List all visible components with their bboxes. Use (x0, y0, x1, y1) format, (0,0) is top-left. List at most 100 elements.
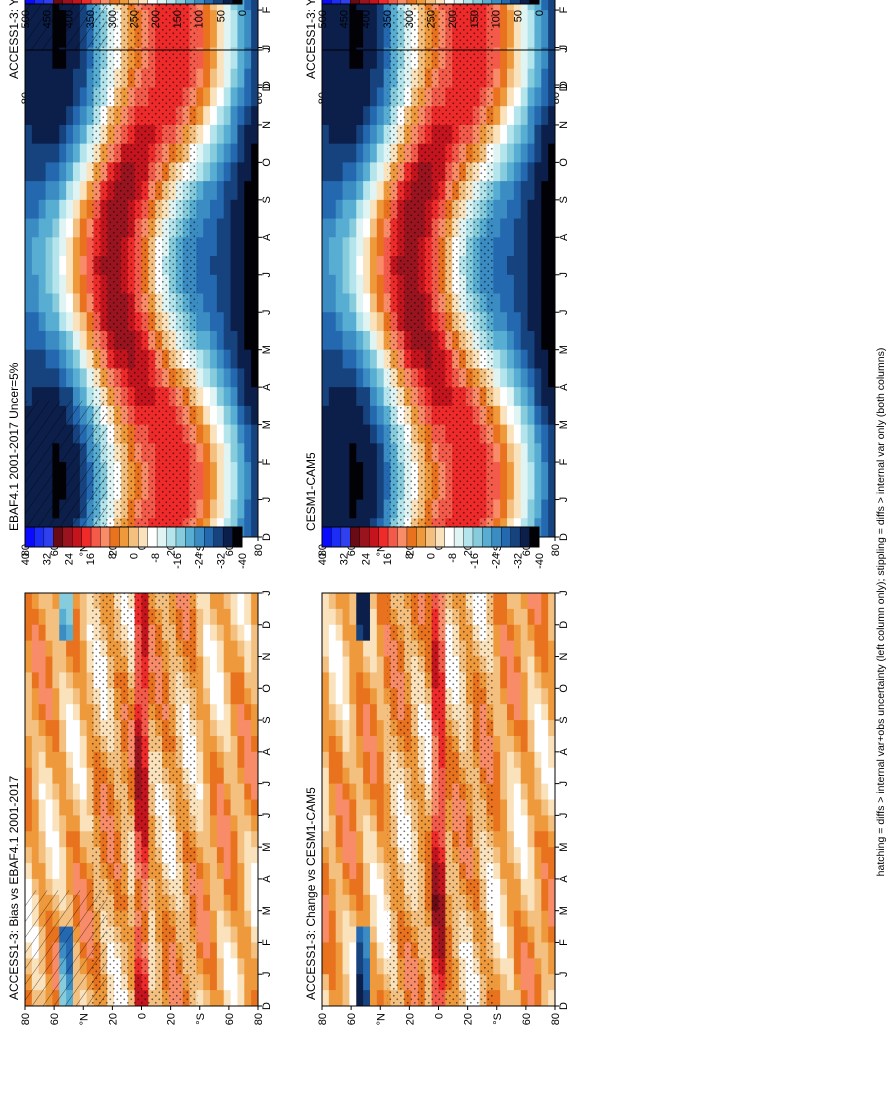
heatmap-cell (196, 68, 204, 88)
heatmap-cell (25, 767, 33, 785)
heatmap-cell (210, 143, 218, 163)
heatmap-cell (548, 424, 556, 444)
heatmap-cell (363, 704, 371, 721)
heatmap-cell (216, 688, 225, 705)
heatmap-cell (251, 990, 259, 1007)
heatmap-cell (223, 312, 232, 332)
heatmap-cell (520, 162, 529, 182)
heatmap-cell (223, 218, 232, 238)
heatmap-cell (230, 878, 238, 896)
heatmap-cell (59, 124, 67, 145)
heatmap-cell (349, 50, 357, 70)
heatmap-cell (216, 0, 225, 11)
heatmap-cell (72, 751, 81, 769)
heatmap-cell (322, 10, 330, 30)
heatmap-cell (507, 499, 515, 519)
heatmap-cell (45, 624, 53, 642)
heatmap-cell (79, 847, 88, 864)
heatmap-cell (335, 720, 344, 737)
heatmap-cell (500, 387, 508, 407)
heatmap-cell (230, 405, 238, 426)
heatmap-cell (520, 50, 529, 70)
heatmap-cell (534, 349, 542, 369)
heatmap-cell (534, 462, 542, 482)
heatmap-cell (203, 424, 211, 444)
heatmap-cell (322, 256, 330, 276)
heatmap-cell (38, 624, 47, 642)
heatmap-cell (342, 767, 350, 785)
heatmap-cell (513, 256, 522, 276)
heatmap-cell (493, 274, 501, 294)
heatmap-cell (25, 735, 33, 753)
heatmap-cell (52, 783, 60, 800)
heatmap-cell (38, 783, 47, 800)
heatmap-cell (52, 218, 60, 238)
heatmap-cell (363, 443, 371, 463)
heatmap-cell (230, 218, 238, 238)
heatmap-cell (356, 608, 364, 626)
panel-title: ACCESS1-3: Years 1980-1999 : Ocean : rsn… (304, 0, 318, 79)
heatmap-cell (244, 720, 252, 737)
heatmap-cell (59, 237, 67, 257)
heatmap-cell (527, 405, 535, 426)
heatmap-cell (335, 256, 344, 276)
heatmap-cell (203, 274, 211, 294)
heatmap-cell (31, 124, 40, 145)
heatmap-cell (356, 28, 364, 49)
heatmap-cell (196, 672, 204, 689)
heatmap-cell (25, 688, 33, 705)
heatmap-cell (376, 990, 385, 1007)
heatmap-cell (541, 143, 549, 163)
heatmap-cell (216, 863, 225, 880)
heatmap-cell (342, 735, 350, 753)
heatmap-cell (25, 256, 33, 276)
heatmap-cell (335, 656, 344, 673)
heatmap-cell (25, 162, 33, 182)
heatmap-cell (72, 106, 81, 126)
heatmap-cell (376, 87, 385, 107)
heatmap-cell (342, 405, 350, 426)
heatmap-cell (376, 462, 385, 482)
heatmap-cell (369, 424, 378, 444)
heatmap-cell (520, 143, 529, 163)
heatmap-cell (342, 878, 350, 896)
heatmap-cell (216, 672, 225, 689)
heatmap-cell (520, 274, 529, 294)
heatmap-cell (363, 143, 371, 163)
heatmap-cell (237, 87, 245, 107)
heatmap-cell (79, 87, 88, 107)
heatmap-cell (342, 624, 350, 642)
heatmap-cell (66, 124, 74, 145)
heatmap-cell (216, 926, 225, 943)
heatmap-cell (500, 368, 508, 388)
heatmap-cell (251, 926, 259, 943)
heatmap-cell (251, 767, 259, 785)
lat-tick-label: 80 (550, 544, 562, 556)
heatmap-cell (520, 349, 529, 369)
heatmap-cell (520, 368, 529, 388)
heatmap-cell (59, 624, 67, 642)
heatmap-cell (251, 181, 259, 201)
heatmap-cell (66, 688, 74, 705)
heatmap-cell (251, 368, 259, 388)
heatmap-cell (335, 624, 344, 642)
heatmap-cell (251, 405, 259, 426)
heatmap-cell (203, 942, 211, 959)
month-tick-label: M (261, 906, 273, 915)
heatmap-cell (251, 704, 259, 721)
heatmap-cell (328, 990, 337, 1007)
heatmap-cell (356, 368, 364, 388)
heatmap-cell (322, 424, 330, 444)
heatmap-cell (66, 656, 74, 673)
heatmap-cell (513, 387, 522, 407)
heatmap-cell (38, 349, 47, 369)
heatmap-cell (196, 624, 204, 642)
heatmap-cell (196, 910, 204, 928)
heatmap-cell (210, 640, 218, 658)
lat-tick-label: 60 (49, 1013, 61, 1025)
heatmap-cell (203, 847, 211, 864)
heatmap-cell (369, 783, 378, 800)
month-tick-label: M (558, 420, 570, 429)
heatmap-cell (79, 672, 88, 689)
heatmap-cell (493, 256, 501, 276)
